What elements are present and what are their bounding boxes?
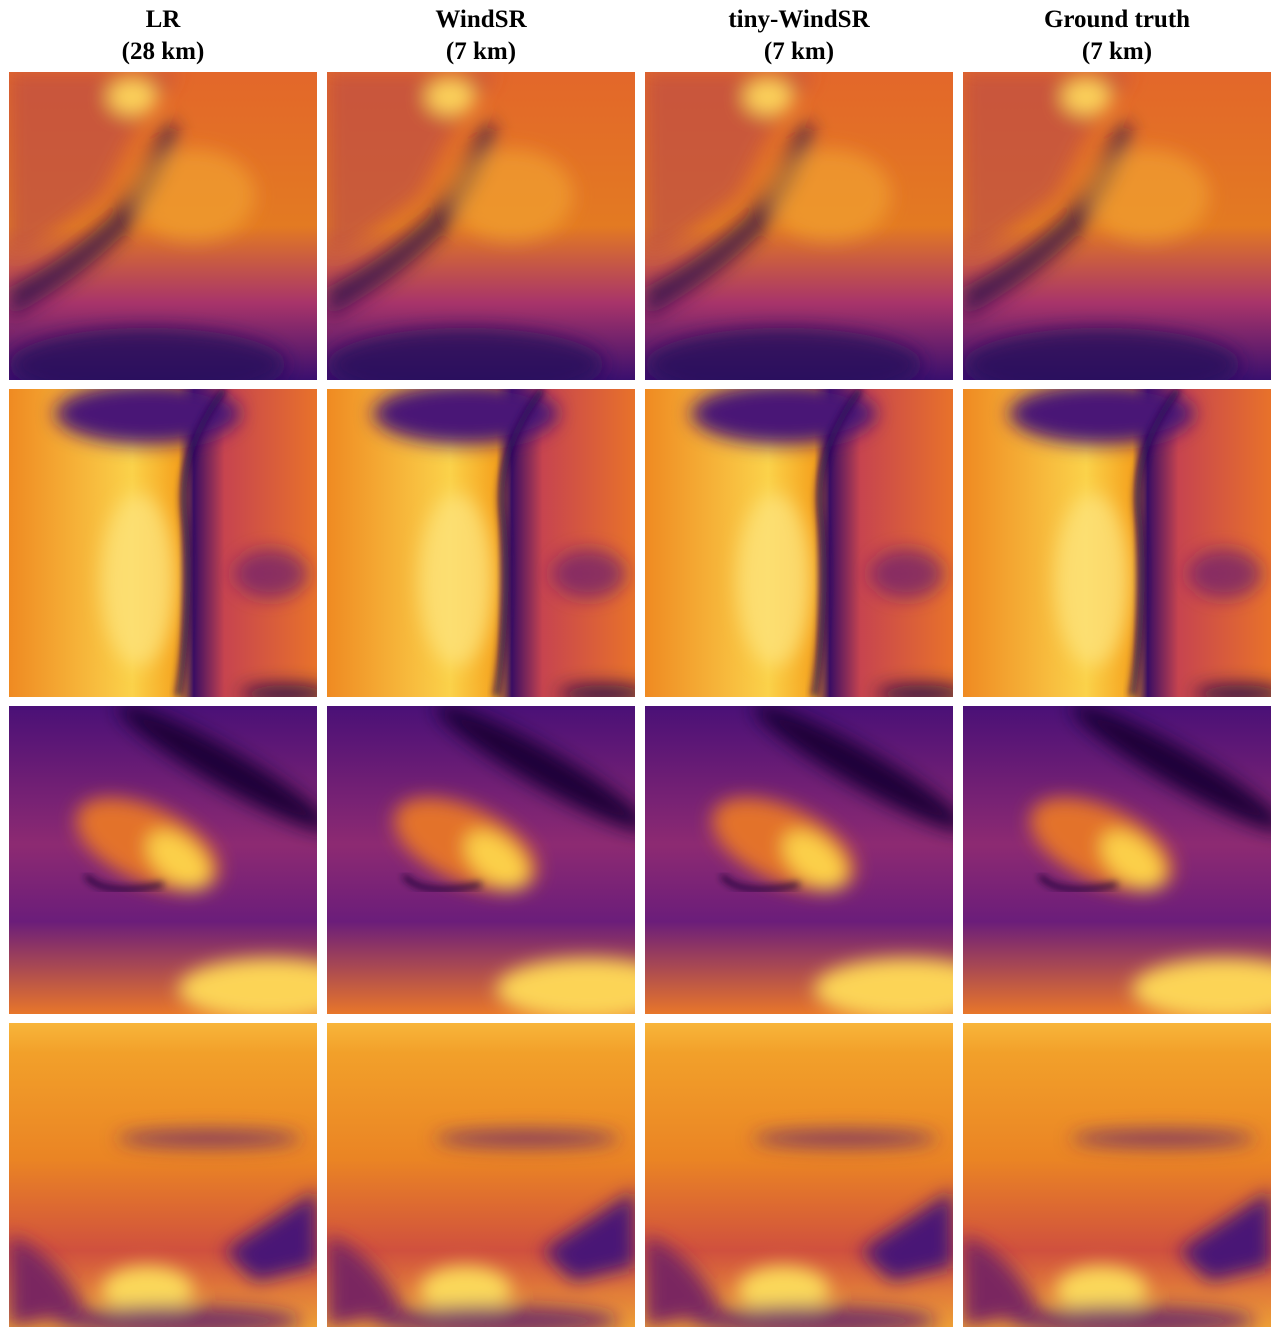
- column-subtitle: (28 km): [9, 36, 317, 68]
- column-subtitle: (7 km): [963, 36, 1271, 68]
- wind-field-image: [645, 1023, 953, 1327]
- wind-field-image: [327, 1023, 635, 1327]
- wind-field-image: [327, 389, 635, 697]
- column-title: LR: [9, 4, 317, 36]
- wind-field-image: [963, 706, 1271, 1014]
- wind-field-image: [327, 706, 635, 1014]
- column-subtitle: (7 km): [327, 36, 635, 68]
- column-header: WindSR(7 km): [327, 4, 635, 68]
- wind-field-image: [9, 1023, 317, 1327]
- column-title: tiny-WindSR: [645, 4, 953, 36]
- wind-field-image: [327, 72, 635, 380]
- column-header: tiny-WindSR(7 km): [645, 4, 953, 68]
- wind-field-image: [9, 706, 317, 1014]
- wind-field-image: [645, 389, 953, 697]
- wind-field-image: [9, 72, 317, 380]
- wind-field-image: [963, 72, 1271, 380]
- column-header: Ground truth(7 km): [963, 4, 1271, 68]
- wind-field-image: [645, 706, 953, 1014]
- column-subtitle: (7 km): [645, 36, 953, 68]
- figure: {"columns": [ {"title": "LR", "subtitle"…: [0, 0, 1273, 1327]
- wind-field-image: [645, 72, 953, 380]
- column-title: Ground truth: [963, 4, 1271, 36]
- column-title: WindSR: [327, 4, 635, 36]
- column-header: LR(28 km): [9, 4, 317, 68]
- wind-field-image: [963, 389, 1271, 697]
- wind-field-image: [963, 1023, 1271, 1327]
- wind-field-image: [9, 389, 317, 697]
